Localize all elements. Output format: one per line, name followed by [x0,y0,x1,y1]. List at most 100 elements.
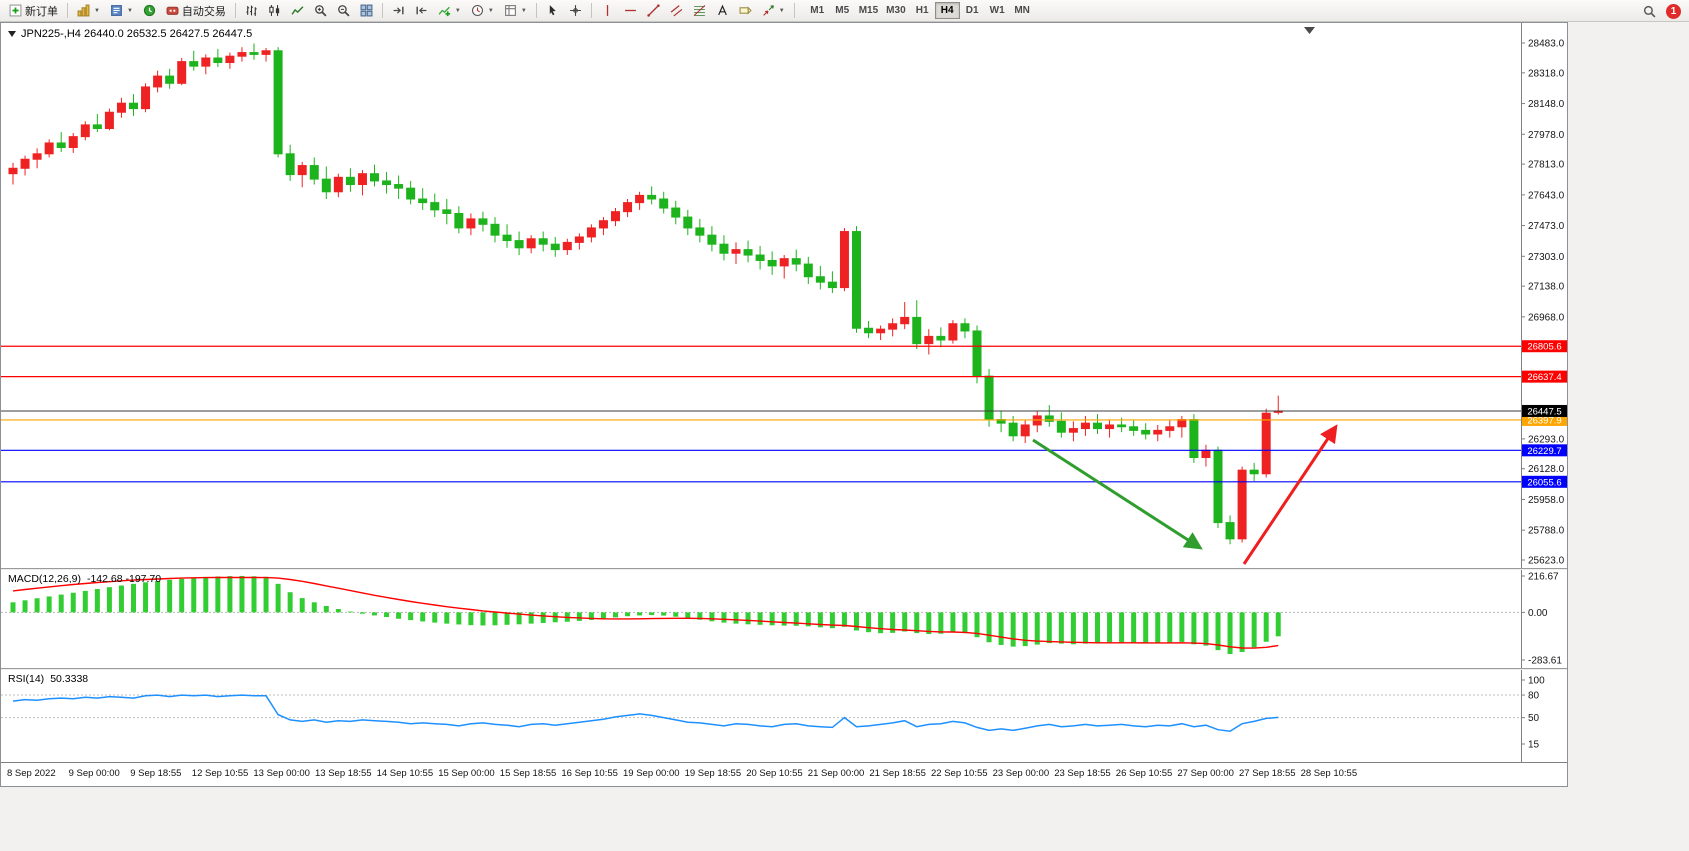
dropdown-caret-icon: ▼ [454,7,461,14]
market-watch-button[interactable] [138,1,161,20]
fibonacci-tool-button[interactable] [688,1,711,20]
candle [285,144,295,181]
timeframe-button-m5[interactable]: M5 [835,5,850,16]
candle [502,224,512,248]
arrows-tool-button[interactable]: ▼ [757,1,790,20]
timeframe-button-m15[interactable]: M15 [858,5,879,16]
timeframe-button-m30[interactable]: M30 [886,5,906,16]
macd-tick-label: -283.61 [1528,656,1562,667]
bar-chart-button[interactable] [240,1,263,20]
new-order-icon [9,4,22,17]
candle [1105,419,1115,438]
cursor-tool-button[interactable] [541,1,564,20]
trendline-tool-button[interactable] [642,1,665,20]
toolbar-separator [381,3,383,18]
candle [647,186,657,205]
candle [382,171,392,194]
time-axis-label: 27 Sep 18:55 [1239,768,1296,779]
candle [1141,423,1151,440]
candle [1201,444,1211,467]
new-order-button-label: 新订单 [25,5,58,18]
macd-indicator-label: MACD(12,26,9) -142.68 -197.70 [8,573,161,585]
candlestick-chart-button[interactable] [263,1,286,20]
timeframe-button-d1[interactable]: D1 [965,5,979,16]
time-axis-label: 21 Sep 18:55 [869,768,926,779]
new-chart-button[interactable]: ▼ [72,1,105,20]
template-icon [504,5,516,16]
svg-text:26055.6: 26055.6 [1527,477,1561,488]
candle [695,218,705,243]
search-icon[interactable] [1643,5,1656,18]
text-tool-button[interactable] [711,1,734,20]
horizontal-line-tool-button[interactable] [619,1,642,20]
crosshair-tool-button[interactable] [564,1,587,20]
price-tick-label: 25623.0 [1528,556,1565,567]
support-line-2-price-label [1522,475,1567,488]
periods-button[interactable]: ▼ [466,1,499,20]
cursor-icon [549,5,556,16]
label-tool-button[interactable] [734,1,757,20]
rsi-tick-label: 15 [1528,740,1540,751]
profiles-button[interactable]: ▼ [105,1,138,20]
timeframe-button-w1[interactable]: W1 [989,5,1005,16]
toolbar-separator [793,3,795,18]
indicators-button[interactable]: ▼ [433,1,466,20]
candle [1165,419,1175,438]
rsi-pane[interactable]: 100 80 50 15 RSI(14) 50.3338 [1,670,1567,762]
autotrading-button[interactable]: 自动交易 [161,1,231,20]
symbol-dropdown-icon[interactable] [8,31,16,37]
time-axis-label: 12 Sep 10:55 [191,768,249,779]
candle [924,329,934,355]
notification-badge[interactable]: 1 [1666,3,1681,19]
rsi-line [12,694,1279,732]
macd-signal-line [12,576,1279,649]
price-tick-label: 27978.0 [1528,130,1565,141]
price-tick-label: 26293.0 [1528,434,1565,445]
candle [598,217,608,236]
linechart-icon [291,6,304,15]
svg-text:26805.6: 26805.6 [1527,342,1561,353]
line-chart-button[interactable] [286,1,309,20]
channel-tool-button[interactable] [665,1,688,20]
timeframe-button-h4[interactable]: H4 [934,2,960,19]
candles-icon [269,5,280,16]
label-icon [739,6,752,15]
candle [201,54,211,75]
candle [1129,419,1139,436]
chart-shift-marker[interactable] [1304,27,1315,34]
green-down-arrow[interactable] [1032,438,1203,550]
window-background-bottom [0,787,1568,851]
macd-pane-splitter[interactable] [1,568,1567,570]
timeframe-button-h1[interactable]: H1 [915,5,929,16]
tile-windows-button[interactable] [355,1,378,20]
candle [56,132,66,153]
templates-button[interactable]: ▼ [499,1,532,20]
auto-scroll-button[interactable] [387,1,410,20]
candle [490,217,500,243]
zoom-in-button[interactable] [309,1,332,20]
candle [406,180,416,205]
candle [1225,515,1235,545]
svg-text:26397.9: 26397.9 [1527,415,1561,426]
timeframe-button-mn[interactable]: MN [1014,5,1030,16]
candle [719,235,729,261]
candle [683,209,693,236]
zoom-out-button[interactable] [332,1,355,20]
macd-pane[interactable]: 216.67 0.00 -283.61 MACD(12,26,9) -142.68 … [1,570,1567,668]
time-axis-label: 8 Sep 2022 [7,768,56,779]
price-tick-label: 25788.0 [1528,526,1565,537]
tile-icon [360,4,373,17]
candle [80,121,90,141]
candle [309,157,319,185]
autotrading-icon [166,6,179,15]
rsi-pane-splitter[interactable] [1,668,1567,670]
rsi-name: RSI(14) [8,673,45,685]
timeframe-button-m1[interactable]: M1 [810,5,825,16]
candle [659,191,669,214]
time-axis[interactable]: 8 Sep 2022 9 Sep 00:00 9 Sep 18:55 12 Sep 1… [1,762,1567,786]
vertical-line-tool-button[interactable] [596,1,619,20]
red-up-arrow[interactable] [1242,424,1338,565]
price-chart-pane[interactable]: 28483.0 28318.0 28148.0 27978.0 27813.0 27643… [1,23,1567,568]
new-order-button[interactable]: 新订单 [4,1,63,20]
chart-shift-button[interactable] [410,1,433,20]
